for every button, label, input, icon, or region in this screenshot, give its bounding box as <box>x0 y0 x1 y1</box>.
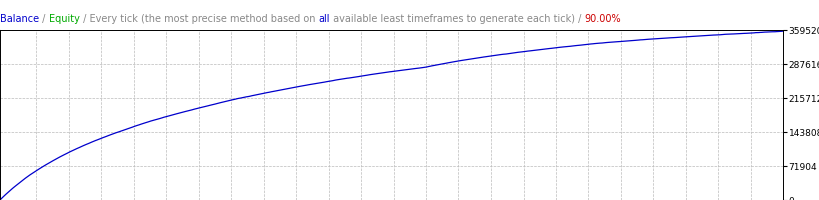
Text: available least timeframes to generate each tick) /: available least timeframes to generate e… <box>329 14 583 24</box>
Text: /: / <box>39 14 48 24</box>
Text: 90.00%: 90.00% <box>583 14 620 24</box>
Text: / Every tick (the most precise method based on: / Every tick (the most precise method ba… <box>79 14 318 24</box>
Text: Equity: Equity <box>48 14 79 24</box>
Text: Balance: Balance <box>0 14 39 24</box>
Text: all: all <box>318 14 329 24</box>
